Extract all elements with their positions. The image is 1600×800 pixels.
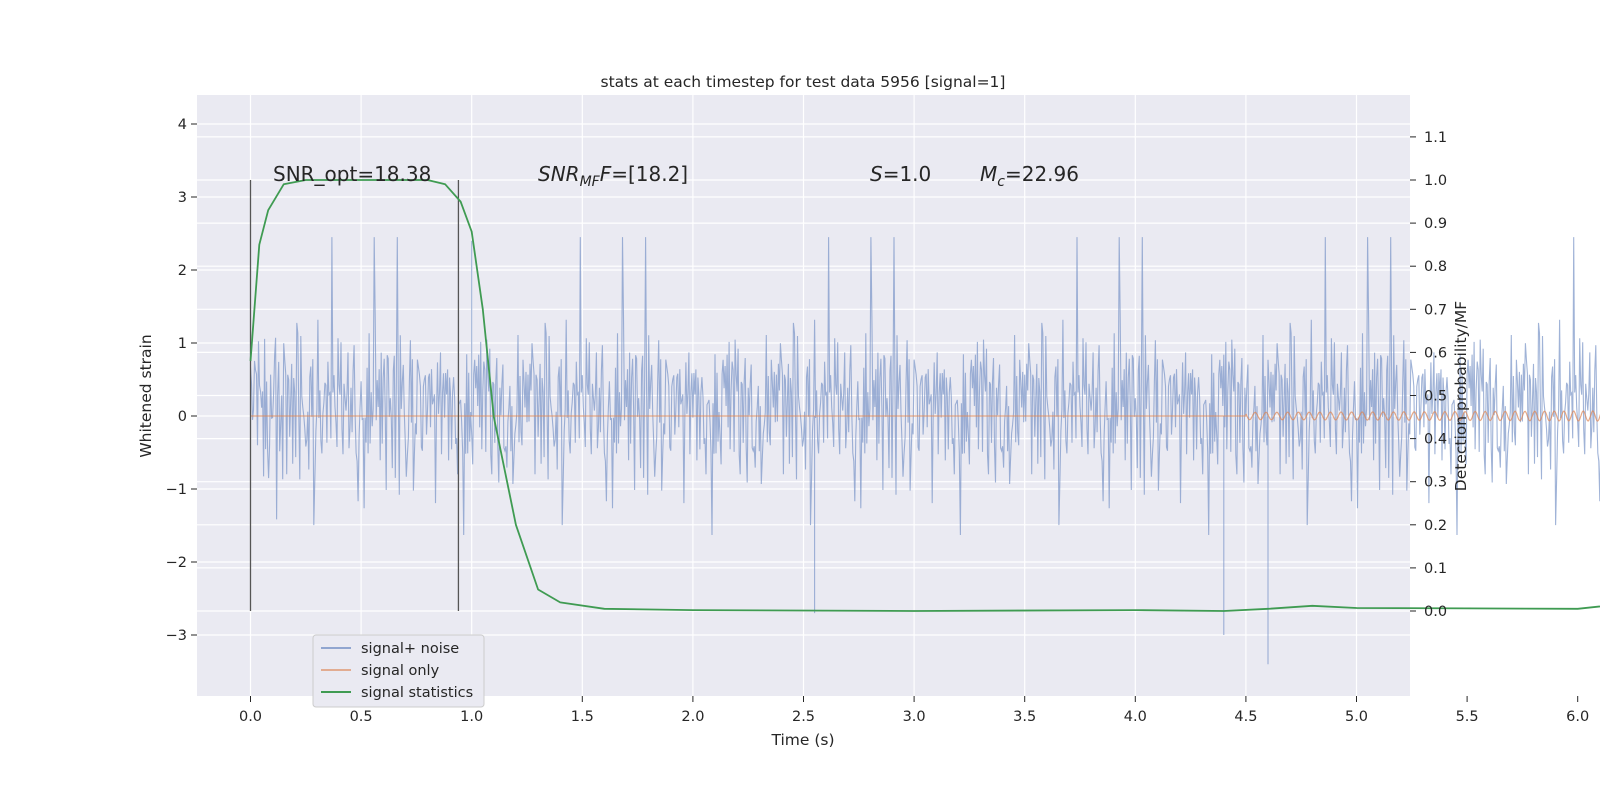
right-tick-label: 0.4 xyxy=(1424,432,1447,448)
left-axis: −3 −2 −1 0 1 2 3 4 xyxy=(166,117,197,644)
right-tick-label: 0.9 xyxy=(1424,216,1447,232)
left-tick-label: 4 xyxy=(178,117,187,133)
signal-only-line xyxy=(250,410,1600,422)
right-tick-label: 0.7 xyxy=(1424,302,1447,318)
left-tick-label: 3 xyxy=(178,190,187,206)
vertical-markers xyxy=(249,180,460,611)
signal-noise-line xyxy=(249,237,1600,665)
mc-value: =22.96 xyxy=(1005,162,1079,186)
x-tick-label: 2.5 xyxy=(792,709,815,725)
s-value: =1.0 xyxy=(883,162,932,186)
legend-label-noise: signal+ noise xyxy=(361,641,459,657)
x-tick-label: 4.0 xyxy=(1124,709,1147,725)
x-tick-label: 1.5 xyxy=(571,709,594,725)
left-tick-label: −2 xyxy=(166,555,187,571)
right-tick-label: 1.1 xyxy=(1424,130,1447,146)
series-signal-statistics xyxy=(249,179,1600,612)
snr-mf-base: SNR xyxy=(538,162,580,186)
snr-mf-value: =[18.2] xyxy=(611,162,688,186)
right-tick-label: 1.0 xyxy=(1424,173,1447,189)
x-tick-label: 6.0 xyxy=(1566,709,1589,725)
y-axis-label-right: Detection probability/MF xyxy=(1452,301,1470,492)
x-tick-label: 2.0 xyxy=(681,709,704,725)
annotation-mc: Mc=22.96 xyxy=(980,162,1079,190)
legend-box xyxy=(312,634,485,708)
x-tick-label: 5.0 xyxy=(1345,709,1368,725)
annotation-s: S=1.0 xyxy=(870,162,931,186)
left-tick-label: 2 xyxy=(178,263,187,279)
s-label: S xyxy=(870,162,883,186)
mc-base: M xyxy=(980,162,997,186)
legend-label-signal: signal only xyxy=(361,663,440,679)
x-tick-label: 5.5 xyxy=(1456,709,1479,725)
mc-sub: c xyxy=(997,174,1005,190)
signal-statistics-line xyxy=(249,179,1600,612)
x-axis: 0.00.51.01.52.02.53.03.54.04.55.05.56.06… xyxy=(239,696,1589,725)
right-tick-label: 0.0 xyxy=(1424,604,1447,620)
left-tick-label: −1 xyxy=(166,482,187,498)
x-tick-label: 0.5 xyxy=(350,709,373,725)
right-tick-label: 0.8 xyxy=(1424,259,1447,275)
right-tick-label: 0.5 xyxy=(1424,389,1447,405)
annotation-snr-opt: SNR_opt=18.38 xyxy=(273,162,431,186)
legend-label-stat: signal statistics xyxy=(361,685,473,701)
left-tick-label: 0 xyxy=(178,409,187,425)
x-tick-label: 0.0 xyxy=(239,709,262,725)
y-axis-label-left: Whitened strain xyxy=(137,334,155,457)
series-signal-only xyxy=(250,410,1600,422)
x-tick-label: 1.0 xyxy=(460,709,483,725)
chart-title: stats at each timestep for test data 595… xyxy=(601,73,1006,91)
series-signal-noise xyxy=(249,237,1600,665)
x-tick-label: 4.5 xyxy=(1234,709,1257,725)
left-tick-label: 1 xyxy=(178,336,187,352)
snr-mf-f: F xyxy=(600,162,612,186)
right-tick-label: 0.2 xyxy=(1424,518,1447,534)
right-tick-label: 0.3 xyxy=(1424,475,1447,491)
x-tick-label: 3.5 xyxy=(1013,709,1036,725)
right-tick-label: 0.1 xyxy=(1424,561,1447,577)
snr-mf-sub: MF xyxy=(580,174,601,190)
x-tick-label: 3.0 xyxy=(903,709,926,725)
legend: signal+ noise signal only signal statist… xyxy=(312,634,485,708)
right-tick-label: 0.6 xyxy=(1424,345,1447,361)
x-axis-label: Time (s) xyxy=(770,731,834,749)
right-axis: 0.0 0.1 0.2 0.3 0.4 0.5 0.6 0.7 0.8 0.9 1.0 1.1 xyxy=(1410,130,1447,620)
annotation-snr-mf: SNRMFF=[18.2] xyxy=(538,162,688,190)
left-tick-label: −3 xyxy=(166,628,187,644)
